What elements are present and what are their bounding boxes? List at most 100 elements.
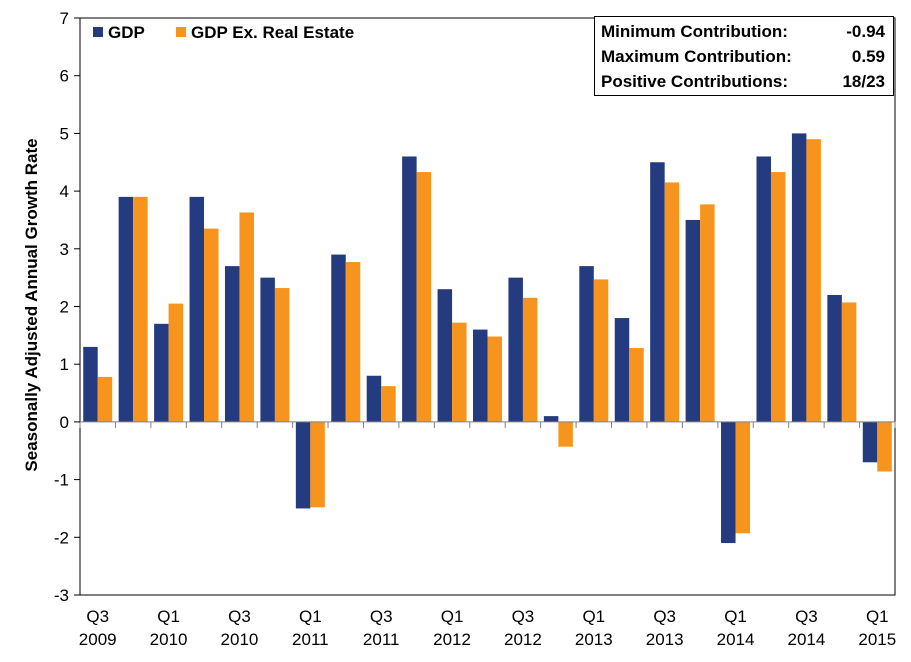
- x-tick-label: 2014: [717, 630, 755, 649]
- bar-gdp-ex-real-estate: [204, 228, 219, 422]
- bar-gdp: [366, 375, 382, 422]
- bar-gdp: [118, 196, 134, 422]
- y-tick-label: 0: [60, 413, 69, 432]
- legend: GDP GDP Ex. Real Estate: [93, 23, 354, 42]
- x-tick-label: 2011: [363, 630, 400, 649]
- x-tick-label: 2011: [292, 630, 329, 649]
- x-tick-label: Q3: [370, 607, 393, 626]
- stat-label: Positive Contributions:: [601, 72, 788, 91]
- bar-gdp: [614, 318, 630, 422]
- x-tick-label: Q3: [653, 607, 676, 626]
- bar-gdp: [756, 156, 771, 422]
- bar-gdp-ex-real-estate: [806, 139, 821, 422]
- x-tick-label: 2013: [646, 630, 684, 649]
- bar-gdp: [508, 277, 523, 422]
- y-tick-label: 7: [60, 9, 69, 28]
- x-tick-label: 2012: [433, 630, 471, 649]
- bar-gdp-ex-real-estate: [841, 302, 857, 422]
- x-tick-label: Q3: [512, 607, 535, 626]
- bar-gdp-ex-real-estate: [239, 212, 254, 422]
- x-tick-label: 2014: [787, 630, 825, 649]
- bar-gdp: [827, 294, 842, 422]
- stat-row-maximum: Maximum Contribution: 0.59: [601, 44, 885, 69]
- x-tick-label: Q1: [441, 607, 464, 626]
- bar-gdp-ex-real-estate: [416, 172, 432, 422]
- x-tick-label: Q3: [228, 607, 251, 626]
- y-tick-label: 6: [60, 67, 69, 86]
- bar-gdp-ex-real-estate: [452, 322, 467, 422]
- bar-gdp: [721, 421, 736, 544]
- bar-gdp-ex-real-estate: [877, 421, 892, 472]
- y-tick-label: 1: [60, 355, 69, 374]
- x-tick-label: Q1: [724, 607, 747, 626]
- stat-value: 18/23: [842, 72, 885, 91]
- legend-swatch-gdp-ex-real-estate: [176, 27, 186, 37]
- bar-gdp: [685, 219, 701, 422]
- bars-layer: [83, 133, 892, 544]
- bar-gdp-ex-real-estate: [664, 182, 680, 422]
- x-tick-label: 2013: [575, 630, 613, 649]
- x-tick-label: 2009: [79, 630, 117, 649]
- legend-swatch-gdp: [93, 27, 103, 37]
- y-tick-label: -1: [54, 471, 69, 490]
- stat-value: -0.94: [846, 22, 885, 41]
- x-tick-label: Q1: [299, 607, 322, 626]
- legend-label-gdp-ex-real-estate: GDP Ex. Real Estate: [191, 23, 354, 42]
- bar-gdp: [862, 421, 878, 463]
- bar-gdp: [543, 416, 559, 422]
- x-tick-label: Q3: [86, 607, 109, 626]
- x-tick-label: 2015: [858, 630, 896, 649]
- bar-gdp-ex-real-estate: [487, 336, 502, 422]
- bar-gdp-ex-real-estate: [345, 262, 361, 422]
- bar-gdp: [791, 133, 807, 422]
- bar-gdp: [154, 323, 169, 422]
- bar-gdp-ex-real-estate: [168, 303, 184, 422]
- x-tick-label: Q1: [582, 607, 605, 626]
- stat-label: Maximum Contribution:: [601, 47, 792, 66]
- x-tick-label: 2010: [221, 630, 259, 649]
- stat-value: 0.59: [851, 47, 885, 66]
- axes-layer: -3 -2 -1 0 1 2 3 4 5 6 7 Q3 2009 Q1 2010 Q3 2010 Q1 2011 Q3…: [54, 9, 896, 649]
- y-tick-label: 3: [60, 240, 69, 259]
- bar-gdp-ex-real-estate: [558, 421, 573, 447]
- bar-gdp: [579, 266, 594, 422]
- y-axis-label: Seasonally Adjusted Annual Growth Rate: [22, 138, 41, 471]
- bar-gdp: [331, 254, 346, 422]
- bar-gdp: [260, 277, 275, 422]
- x-tick-label: Q3: [795, 607, 818, 626]
- bar-gdp: [473, 329, 488, 422]
- bar-gdp-ex-real-estate: [700, 204, 715, 422]
- y-tick-label: -2: [54, 528, 69, 547]
- stat-row-minimum: Minimum Contribution: -0.94: [601, 19, 885, 44]
- x-tick-label: Q1: [157, 607, 180, 626]
- bar-gdp-ex-real-estate: [735, 421, 751, 534]
- bar-gdp: [189, 196, 205, 422]
- bar-gdp: [437, 289, 453, 422]
- bar-gdp: [295, 421, 311, 509]
- bar-gdp: [83, 346, 98, 422]
- bar-gdp-ex-real-estate: [770, 172, 786, 422]
- bar-gdp-ex-real-estate: [274, 288, 290, 422]
- bar-gdp-ex-real-estate: [310, 421, 325, 508]
- bar-gdp: [650, 162, 665, 422]
- stats-box: Minimum Contribution: -0.94 Maximum Cont…: [594, 16, 894, 96]
- y-tick-label: 2: [60, 298, 69, 317]
- bar-gdp-ex-real-estate: [593, 279, 609, 422]
- x-tick-label: 2012: [504, 630, 542, 649]
- y-tick-label: 5: [60, 124, 69, 143]
- bar-gdp: [224, 266, 240, 422]
- y-tick-label: -3: [54, 586, 69, 605]
- legend-label-gdp: GDP: [108, 23, 145, 42]
- bar-gdp-ex-real-estate: [97, 376, 113, 422]
- bar-gdp-ex-real-estate: [381, 386, 396, 422]
- y-tick-label: 4: [60, 182, 69, 201]
- bar-gdp-ex-real-estate: [133, 196, 148, 422]
- stat-row-positive: Positive Contributions: 18/23: [601, 69, 885, 94]
- bar-gdp: [402, 156, 417, 422]
- x-tick-label: 2010: [150, 630, 188, 649]
- bar-gdp-ex-real-estate: [522, 297, 538, 422]
- x-tick-label: Q1: [866, 607, 889, 626]
- stat-label: Minimum Contribution:: [601, 22, 788, 41]
- bar-gdp-ex-real-estate: [629, 348, 644, 422]
